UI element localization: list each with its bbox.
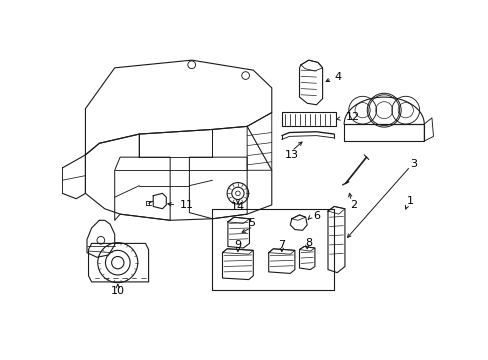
Text: 3: 3 xyxy=(409,159,416,169)
Text: 5: 5 xyxy=(248,219,255,228)
Text: 12: 12 xyxy=(345,112,359,122)
Text: 10: 10 xyxy=(111,286,124,296)
Text: 4: 4 xyxy=(334,72,341,82)
Text: 9: 9 xyxy=(234,240,241,250)
Text: 13: 13 xyxy=(284,150,298,160)
Text: 8: 8 xyxy=(305,238,312,248)
Text: 11: 11 xyxy=(180,200,194,210)
Text: 2: 2 xyxy=(349,200,356,210)
Text: 6: 6 xyxy=(313,211,320,221)
Text: 7: 7 xyxy=(278,240,285,250)
Text: 1: 1 xyxy=(406,196,413,206)
Text: 14: 14 xyxy=(230,202,244,212)
